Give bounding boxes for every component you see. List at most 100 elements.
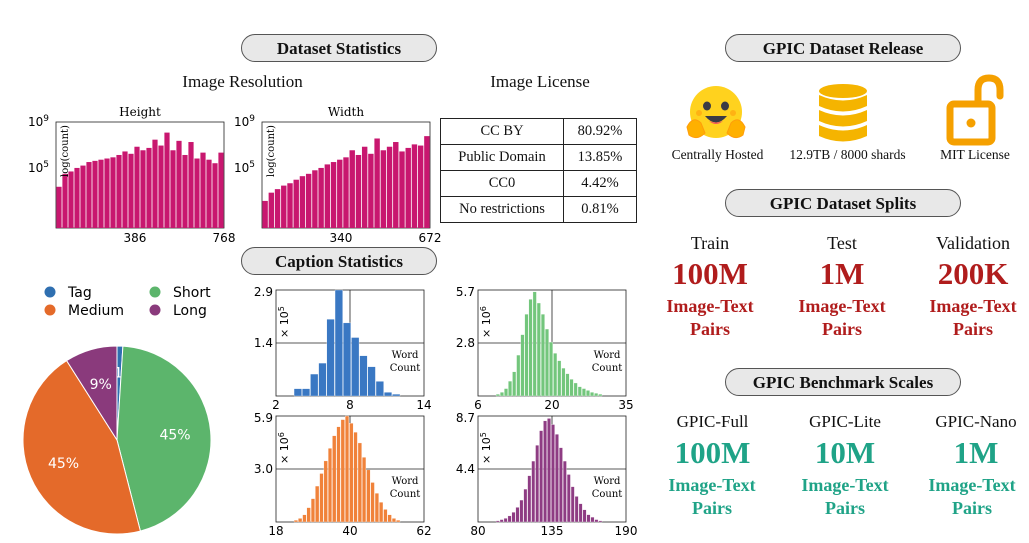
x-tick-label: 190 [615, 524, 638, 538]
histogram-bar [549, 341, 553, 397]
split-unit2-validation: Pairs [953, 319, 993, 339]
short-word-count-histogram: 5.7 2.8 × 106 6 20 35 Word Count [456, 285, 634, 412]
histogram-bar [528, 299, 533, 397]
histogram-bar [158, 145, 164, 228]
word-count-label: Count [592, 489, 623, 500]
histogram-bar [386, 146, 393, 228]
histogram-bar [379, 502, 384, 523]
histogram-bar [212, 163, 218, 228]
histogram-bar [495, 520, 500, 523]
histogram-bar [134, 146, 140, 228]
histogram-bar [370, 482, 375, 523]
histogram-bar [391, 518, 396, 523]
release-label-hosted: Centrally Hosted [671, 147, 764, 162]
width-histogram: Width 109 105 log(count) 340 672 [234, 105, 441, 245]
histogram-bar [516, 354, 521, 397]
y-tick-label: 8.7 [456, 411, 475, 425]
histogram-bar [345, 415, 350, 523]
benchmark-unit-nano: Image-Text [928, 475, 1016, 495]
histogram-bar [299, 176, 306, 228]
histogram-bar [92, 160, 98, 228]
histogram-bar [524, 314, 529, 397]
medium-word-count-histogram: 5.9 3.0 × 106 18 40 62 Word Count [254, 411, 432, 538]
histogram-bar [176, 140, 182, 228]
histogram-bar [539, 430, 543, 523]
license-table: CC BY 80.92% Public Domain 13.85% CC0 4.42%… [440, 118, 637, 223]
histogram-bar [318, 362, 327, 397]
pie-slice [116, 345, 212, 532]
y-tick-label: 2.9 [254, 285, 273, 299]
x-tick-label: 40 [342, 524, 357, 538]
y-unit-label: × 106 [277, 432, 291, 464]
word-count-label: Count [390, 489, 421, 500]
x-tick-label: 135 [541, 524, 564, 538]
histogram-bar [200, 152, 206, 228]
label-box [388, 347, 422, 375]
plot-frame [55, 121, 225, 229]
license-percent: 80.92% [563, 118, 637, 145]
histogram-bar [417, 145, 424, 228]
split-count-validation: 200K [937, 256, 1009, 291]
label-box [590, 473, 624, 501]
histogram-bar [324, 164, 331, 228]
benchmark-unit-full: Image-Text [668, 475, 756, 495]
height-histogram: Height 109 105 log(count) 386 768 [28, 105, 235, 245]
split-unit-train: Image-Text [666, 296, 754, 316]
x-tick-label: 8 [346, 398, 354, 412]
histogram-bar [555, 434, 559, 523]
y-axis-label: log(count) [60, 125, 71, 177]
pie-slice [22, 359, 141, 535]
histogram-bar [337, 159, 343, 228]
histogram-bar [500, 392, 504, 397]
histogram-bar [581, 388, 586, 397]
benchmark-unit2-full: Pairs [692, 498, 732, 518]
legend-label: Tag [67, 285, 92, 301]
histogram-bar [362, 457, 367, 523]
label-box [388, 473, 422, 501]
histogram-bar [570, 486, 575, 523]
histogram-bar [527, 475, 532, 523]
histogram-bar [577, 386, 582, 397]
histogram-bar [80, 165, 86, 228]
x-tick-label: 672 [419, 231, 442, 245]
histogram-bar [194, 158, 200, 228]
chart-title: Height [119, 105, 161, 119]
histogram-bar [152, 139, 158, 228]
histogram-bar [323, 460, 328, 523]
y-tick-label: 5.7 [456, 285, 475, 299]
unlock-icon [946, 74, 1004, 146]
split-unit-validation: Image-Text [929, 296, 1017, 316]
histogram-bar [590, 392, 594, 397]
benchmark-count-lite: 10M [814, 435, 876, 470]
histogram-bar [520, 334, 525, 397]
histogram-bar [164, 132, 170, 228]
x-tick-label: 20 [544, 398, 559, 412]
license-name: CC BY [440, 118, 564, 145]
histogram-bar [536, 302, 541, 397]
histogram-bar [519, 499, 524, 523]
x-tick-label: 18 [268, 524, 283, 538]
x-tick-label: 14 [416, 398, 431, 412]
legend-label: Medium [68, 303, 124, 319]
histogram-bar [56, 186, 62, 228]
histogram-bar [598, 393, 603, 397]
histogram-bar [508, 380, 513, 397]
histogram-bar [557, 360, 562, 397]
histogram-bar [532, 291, 537, 397]
benchmark-count-full: 100M [674, 435, 751, 470]
y-tick-label: 105 [234, 160, 255, 175]
histogram-bar [566, 474, 571, 523]
split-unit2-train: Pairs [690, 319, 730, 339]
y-unit-label: × 106 [479, 306, 493, 338]
histogram-bar [68, 171, 74, 228]
histogram-bar [268, 192, 275, 228]
histogram-bar [281, 185, 287, 228]
histogram-bar [343, 322, 351, 397]
label-box [590, 347, 624, 375]
histogram-bar [504, 388, 508, 397]
x-tick-label: 340 [330, 231, 353, 245]
y-unit-label: × 105 [277, 306, 291, 338]
histogram-bar [353, 432, 358, 523]
table-row: Public Domain 13.85% [440, 144, 637, 171]
pie-slice-label: 45% [48, 456, 79, 472]
